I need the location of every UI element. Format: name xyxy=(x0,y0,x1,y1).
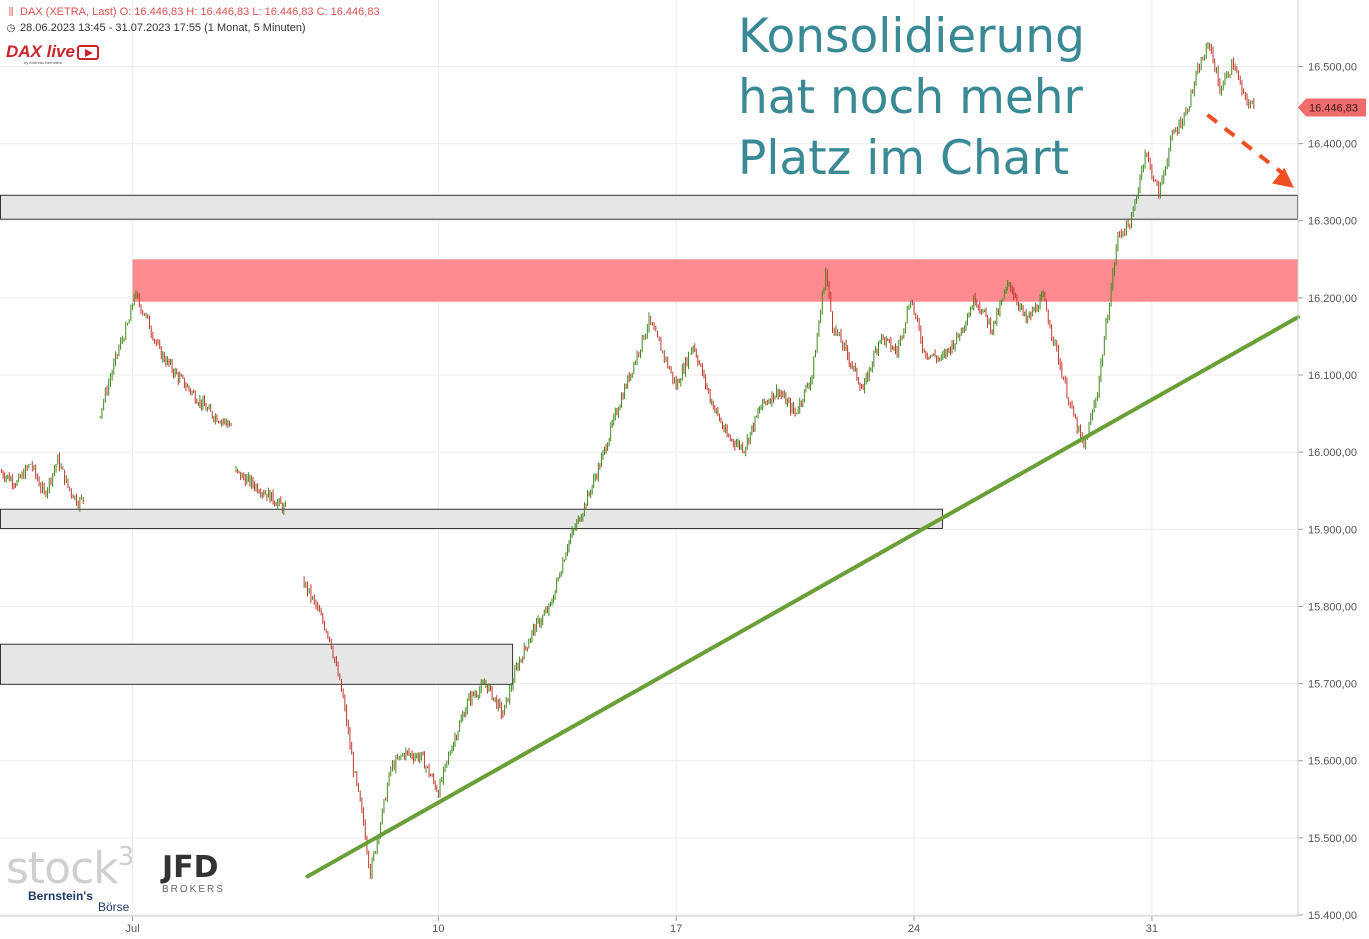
x-tick-label: Jul xyxy=(125,923,139,935)
symbol-line: ⫼ DAX (XETRA, Last) O: 16.446,83 H: 16.44… xyxy=(6,6,380,18)
y-tick-label: 15.400,00 xyxy=(1308,910,1357,922)
y-tick-label: 15.700,00 xyxy=(1308,679,1357,691)
headline-line-3: Platz im Chart xyxy=(738,131,1070,186)
x-tick-label: 10 xyxy=(432,923,444,935)
forecast-arrow-shaft xyxy=(1206,113,1288,178)
y-tick-label: 16.500,00 xyxy=(1308,61,1357,73)
stock3-sup: 3 xyxy=(117,842,135,872)
headline-line-2: hat noch mehr xyxy=(738,70,1083,125)
jfd-sub: BROKERS xyxy=(162,884,225,895)
y-tick-label: 15.500,00 xyxy=(1308,833,1357,845)
price-zones xyxy=(0,194,1299,685)
stock3-text: stock xyxy=(6,843,119,894)
grey-band-zone xyxy=(0,194,1298,220)
forecast-arrow-head xyxy=(1272,167,1294,188)
x-tick-label: 17 xyxy=(670,923,682,935)
clock-icon: ◷ xyxy=(6,23,16,34)
range-text: 28.06.2023 13:45 - 31.07.2023 17:55 (1 M… xyxy=(20,22,306,34)
y-tick-label: 15.800,00 xyxy=(1308,601,1357,613)
bernstein-logo: Bernstein's xyxy=(28,889,93,903)
dax-live-logo: DAX live xyxy=(6,42,99,62)
x-tick-label: 24 xyxy=(908,923,920,935)
y-tick-label: 15.900,00 xyxy=(1308,524,1357,536)
resistance-zone xyxy=(132,259,1299,302)
grey-band-zone xyxy=(0,508,943,530)
y-tick-label: 16.000,00 xyxy=(1308,447,1357,459)
y-tick-label: 15.600,00 xyxy=(1308,756,1357,768)
headline-line-1: Konsolidierung xyxy=(738,9,1085,64)
y-tick-label: 16.200,00 xyxy=(1308,293,1357,305)
jfd-logo: JFD xyxy=(162,850,219,885)
headline: Konsolidierung hat noch mehr Platz im Ch… xyxy=(738,6,1085,189)
boerse-logo: Börse xyxy=(98,900,130,914)
candlestick-icon: ⫼ xyxy=(8,7,14,18)
grey-band-zone xyxy=(0,643,514,685)
x-tick-label: 31 xyxy=(1146,923,1158,935)
play-icon xyxy=(76,45,99,61)
stock3-logo: stock3 xyxy=(6,842,135,894)
y-tick-label: 16.100,00 xyxy=(1308,370,1357,382)
trendline xyxy=(305,315,1300,879)
candles xyxy=(1,42,1255,880)
range-line: ◷ 28.06.2023 13:45 - 31.07.2023 17:55 (1 … xyxy=(6,22,306,34)
chart-overlays xyxy=(305,113,1300,879)
dax-live-text: DAX live xyxy=(6,42,75,61)
chart-grid xyxy=(0,0,1298,916)
y-tick-label: 16.400,00 xyxy=(1308,139,1357,151)
last-price-badge xyxy=(1298,98,1366,117)
dax-live-sub: by Andreas Bernstein xyxy=(24,60,63,65)
last-price-label: 16.446,83 xyxy=(1309,102,1358,114)
y-tick-label: 16.300,00 xyxy=(1308,216,1357,228)
symbol-text: DAX (XETRA, Last) O: 16.446,83 H: 16.446… xyxy=(20,6,380,18)
